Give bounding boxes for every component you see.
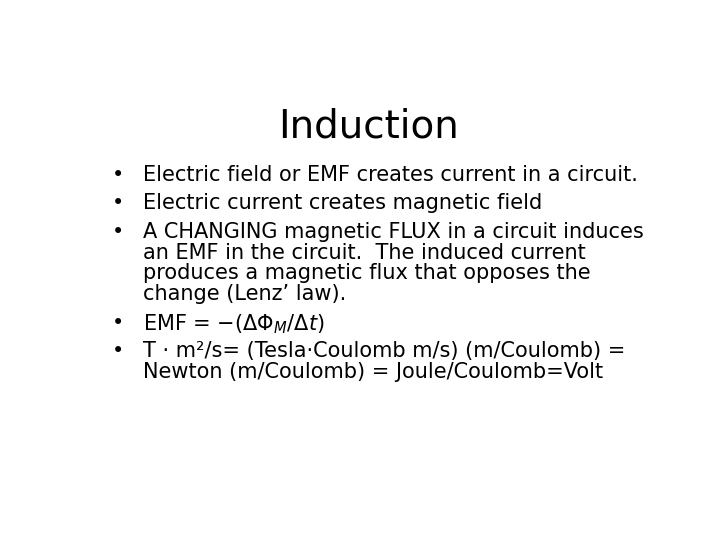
Text: EMF = $-(\Delta\Phi_M/\Delta t)$: EMF = $-(\Delta\Phi_M/\Delta t)$: [143, 313, 324, 336]
Text: Induction: Induction: [279, 107, 459, 145]
Text: A CHANGING magnetic FLUX in a circuit induces: A CHANGING magnetic FLUX in a circuit in…: [143, 222, 644, 242]
Text: Newton (m/Coulomb) = Joule/Coulomb=Volt: Newton (m/Coulomb) = Joule/Coulomb=Volt: [143, 362, 603, 382]
Text: •: •: [112, 193, 124, 213]
Text: an EMF in the circuit.  The induced current: an EMF in the circuit. The induced curre…: [143, 242, 585, 262]
Text: produces a magnetic flux that opposes the: produces a magnetic flux that opposes th…: [143, 264, 590, 284]
Text: •: •: [112, 313, 124, 333]
Text: •: •: [112, 165, 124, 185]
Text: •: •: [112, 341, 124, 361]
Text: change (Lenz’ law).: change (Lenz’ law).: [143, 284, 346, 304]
Text: Electric current creates magnetic field: Electric current creates magnetic field: [143, 193, 542, 213]
Text: •: •: [112, 222, 124, 242]
Text: Electric field or EMF creates current in a circuit.: Electric field or EMF creates current in…: [143, 165, 638, 185]
Text: T · m²/s= (Tesla·Coulomb m/s) (m/Coulomb) =: T · m²/s= (Tesla·Coulomb m/s) (m/Coulomb…: [143, 341, 625, 361]
